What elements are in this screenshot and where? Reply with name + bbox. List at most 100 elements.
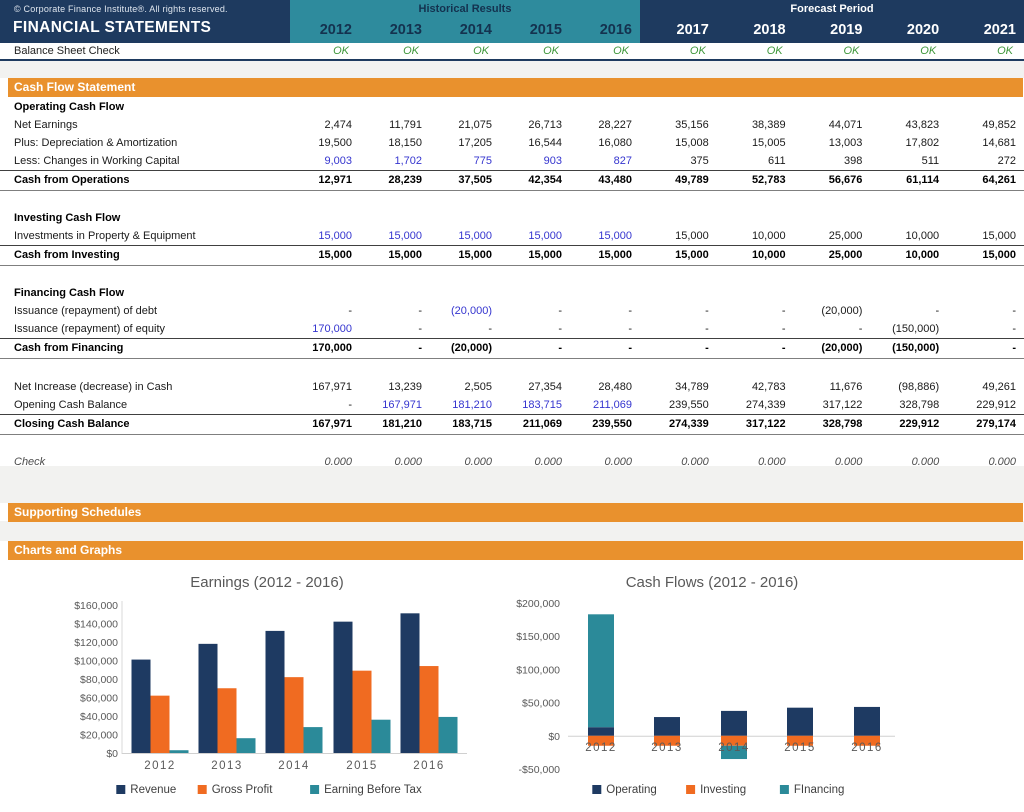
value-cell[interactable]: 170,000	[312, 342, 352, 354]
value-cell[interactable]: 43,480	[598, 174, 632, 186]
value-cell[interactable]: 0.000	[534, 456, 562, 468]
value-cell[interactable]: 0.000	[834, 456, 863, 468]
value-cell[interactable]	[947, 99, 1024, 116]
value-cell[interactable]: 49,852	[982, 119, 1016, 131]
balance-check-cell[interactable]: OK	[403, 45, 419, 57]
value-cell[interactable]	[290, 285, 360, 302]
value-cell[interactable]: 211,069	[593, 399, 632, 411]
value-cell[interactable]: 0.000	[604, 456, 632, 468]
year-header-2013[interactable]: 2013	[389, 22, 422, 38]
value-cell[interactable]	[640, 99, 717, 116]
value-cell[interactable]: 2,505	[464, 381, 492, 393]
value-cell[interactable]: (150,000)	[892, 323, 940, 335]
value-cell[interactable]: 15,000	[982, 249, 1016, 261]
value-cell[interactable]: 15,000	[598, 249, 632, 261]
value-cell[interactable]	[500, 210, 570, 227]
value-cell[interactable]: 15,000	[528, 249, 562, 261]
year-header-2014[interactable]: 2014	[459, 22, 492, 38]
value-cell[interactable]	[290, 99, 360, 116]
balance-check-cell[interactable]: OK	[333, 45, 349, 57]
value-cell[interactable]: 38,389	[751, 119, 786, 131]
row-label[interactable]: Issuance (repayment) of equity	[14, 323, 166, 335]
value-cell[interactable]: 229,912	[976, 399, 1016, 411]
section-header-supporting-schedules[interactable]: Supporting Schedules	[8, 503, 1023, 522]
value-cell[interactable]	[794, 285, 871, 302]
year-header-2015[interactable]: 2015	[529, 22, 562, 38]
value-cell[interactable]: 28,239	[388, 174, 422, 186]
value-cell[interactable]: -	[1012, 305, 1016, 317]
value-cell[interactable]	[717, 99, 794, 116]
value-cell[interactable]: 239,550	[592, 418, 632, 430]
value-cell[interactable]: 170,000	[312, 323, 352, 335]
value-cell[interactable]: 15,000	[318, 230, 352, 242]
balance-check-cell[interactable]: OK	[613, 45, 629, 57]
value-cell[interactable]: 13,239	[388, 381, 422, 393]
value-cell[interactable]: 274,339	[745, 399, 786, 411]
value-cell[interactable]: -	[705, 342, 709, 354]
value-cell[interactable]: 37,505	[458, 174, 492, 186]
value-cell[interactable]: -	[935, 305, 940, 317]
value-cell[interactable]: (98,886)	[898, 381, 940, 393]
balance-check-cell[interactable]: OK	[473, 45, 489, 57]
value-cell[interactable]: 328,798	[899, 399, 940, 411]
row-label[interactable]: Investing Cash Flow	[14, 212, 121, 224]
section-header-cash-flow-statement[interactable]: Cash Flow Statement	[8, 78, 1023, 97]
value-cell[interactable]: 44,071	[828, 119, 863, 131]
value-cell[interactable]: 25,000	[828, 230, 863, 242]
value-cell[interactable]	[794, 99, 871, 116]
value-cell[interactable]	[430, 285, 500, 302]
value-cell[interactable]: (150,000)	[892, 342, 940, 354]
value-cell[interactable]: 0.000	[911, 456, 940, 468]
value-cell[interactable]: -	[705, 305, 709, 317]
balance-check-cell[interactable]: OK	[689, 45, 706, 57]
value-cell[interactable]: -	[558, 305, 562, 317]
year-header-2012[interactable]: 2012	[319, 22, 352, 38]
row-label[interactable]: Closing Cash Balance	[14, 418, 130, 430]
value-cell[interactable]: 15,000	[528, 230, 562, 242]
value-cell[interactable]: 17,802	[905, 137, 940, 149]
balance-sheet-check-label[interactable]: Balance Sheet Check	[14, 45, 120, 57]
value-cell[interactable]: 10,000	[751, 249, 786, 261]
value-cell[interactable]: 9,003	[324, 155, 352, 167]
value-cell[interactable]: 15,000	[388, 249, 422, 261]
value-cell[interactable]: 0.000	[464, 456, 492, 468]
value-cell[interactable]: -	[858, 323, 863, 335]
value-cell[interactable]: 27,354	[528, 381, 562, 393]
value-cell[interactable]: 229,912	[899, 418, 940, 430]
value-cell[interactable]: 10,000	[905, 249, 940, 261]
value-cell[interactable]: -	[781, 305, 786, 317]
value-cell[interactable]: -	[781, 323, 786, 335]
row-label[interactable]: Opening Cash Balance	[14, 399, 128, 411]
value-cell[interactable]: 0.000	[988, 456, 1016, 468]
value-cell[interactable]: -	[348, 399, 352, 411]
value-cell[interactable]: 21,075	[458, 119, 492, 131]
value-cell[interactable]	[430, 210, 500, 227]
balance-check-cell[interactable]: OK	[997, 45, 1013, 57]
value-cell[interactable]	[717, 210, 794, 227]
year-header-2020[interactable]: 2020	[906, 22, 940, 38]
value-cell[interactable]: 183,715	[522, 399, 562, 411]
value-cell[interactable]: 25,000	[828, 249, 863, 261]
row-label[interactable]: Net Earnings	[14, 119, 78, 131]
value-cell[interactable]: 0.000	[758, 456, 786, 468]
row-label[interactable]: Plus: Depreciation & Amortization	[14, 137, 178, 149]
value-cell[interactable]: 13,003	[828, 137, 863, 149]
value-cell[interactable]	[640, 210, 717, 227]
value-cell[interactable]: 12,971	[318, 174, 352, 186]
value-cell[interactable]	[870, 285, 947, 302]
value-cell[interactable]: 239,550	[669, 399, 709, 411]
year-header-2021[interactable]: 2021	[983, 22, 1016, 38]
value-cell[interactable]: 15,000	[598, 230, 632, 242]
value-cell[interactable]: 167,971	[382, 399, 422, 411]
value-cell[interactable]	[290, 210, 360, 227]
row-label[interactable]: Issuance (repayment) of debt	[14, 305, 158, 317]
earnings-chart[interactable]: Earnings (2012 - 2016) $160,000 $140,000 $1…	[30, 563, 500, 812]
value-cell[interactable]: 15,008	[675, 137, 709, 149]
value-cell[interactable]	[360, 210, 430, 227]
value-cell[interactable]: -	[558, 342, 562, 354]
value-cell[interactable]: -	[781, 342, 786, 354]
value-cell[interactable]: 15,000	[675, 249, 709, 261]
value-cell[interactable]: 2,474	[324, 119, 352, 131]
value-cell[interactable]: -	[558, 323, 562, 335]
value-cell[interactable]: 42,354	[528, 174, 562, 186]
